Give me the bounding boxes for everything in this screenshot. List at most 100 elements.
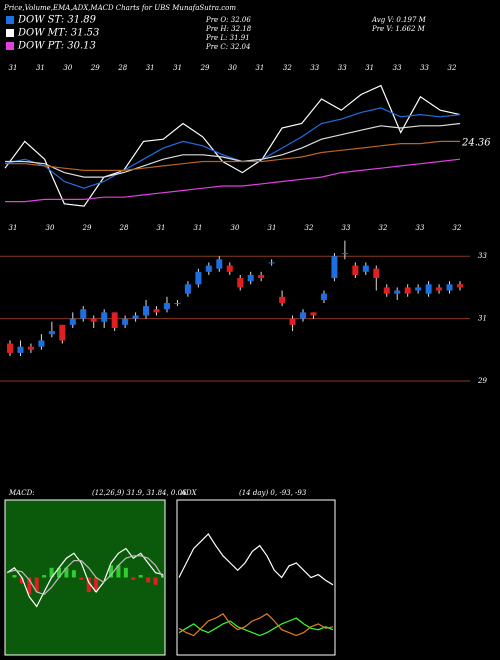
date-label: 32	[283, 64, 292, 72]
candle-body	[237, 278, 244, 288]
histogram-bar	[57, 567, 61, 578]
date-label: 31	[365, 64, 374, 72]
date-label: 33	[342, 224, 351, 232]
candle-body	[143, 306, 150, 316]
candle-body	[247, 274, 254, 282]
date-label: 33	[420, 64, 429, 72]
candle-body	[404, 287, 411, 294]
candle-body	[101, 312, 108, 322]
legend-swatch	[6, 29, 14, 37]
date-label: 32	[379, 224, 388, 232]
candle-body	[205, 265, 212, 272]
series-line	[4, 107, 461, 189]
candle-body	[320, 293, 327, 300]
candle-body	[111, 312, 118, 328]
stat: Pre V: 1.662 M	[371, 25, 426, 33]
candle-body	[352, 265, 359, 275]
series-line	[5, 140, 460, 171]
date-label: 32	[448, 64, 457, 72]
candle-body	[80, 309, 87, 319]
candle-body	[457, 284, 463, 288]
candle-body	[425, 284, 432, 294]
date-label: 31	[173, 64, 182, 72]
y-tick-label: 31	[478, 315, 487, 323]
histogram-bar	[131, 577, 136, 580]
histogram-bar	[49, 567, 54, 578]
y-tick-label: 29	[477, 377, 487, 385]
date-label: 31	[36, 64, 45, 72]
candle-body	[289, 318, 296, 325]
candle-body	[415, 287, 422, 291]
candle-body	[69, 318, 76, 325]
histogram-bar	[86, 577, 91, 592]
histogram-bar	[64, 567, 69, 578]
candle-body	[38, 340, 45, 347]
date-label: 33	[393, 64, 402, 72]
candle-body	[216, 259, 223, 269]
candle-body	[258, 274, 265, 279]
candle-body	[394, 290, 401, 294]
candle-body	[7, 343, 13, 353]
histogram-bar	[34, 577, 39, 592]
date-label: 29	[200, 64, 210, 72]
date-label: 30	[231, 224, 240, 232]
candle-body	[436, 287, 443, 291]
date-label: 33	[310, 64, 319, 72]
panel-subtitle: (14 day) 0, -93, -93	[239, 489, 307, 497]
stat: Pre O: 32.06	[205, 16, 251, 24]
candle-body	[373, 268, 380, 279]
candle-body	[122, 318, 129, 325]
histogram-bar	[123, 567, 128, 578]
date-label: 28	[117, 64, 127, 72]
macd-panel	[4, 499, 166, 656]
histogram-bar	[116, 565, 121, 578]
histogram-bar	[153, 577, 158, 585]
histogram-bar	[94, 577, 99, 592]
histogram-bar	[19, 577, 24, 584]
series-line	[178, 617, 334, 637]
histogram-bar	[138, 575, 143, 578]
series-line	[4, 84, 461, 207]
legend-label: DOW MT: 31.53	[17, 28, 99, 39]
series-line	[5, 158, 461, 203]
date-label: 31	[194, 224, 203, 232]
candle-body	[153, 309, 160, 313]
candle-body	[59, 324, 66, 341]
candle-body	[174, 303, 181, 305]
series-line	[178, 613, 334, 637]
date-label: 31	[157, 224, 166, 232]
stat: Avg V: 0.197 M	[371, 16, 427, 24]
candle-body	[17, 346, 24, 353]
page-title: Price,Volume,EMA,ADX,MACD Charts for UBS…	[3, 4, 236, 12]
candle-body	[331, 256, 338, 279]
candle-body	[310, 312, 317, 316]
legend-label: DOW ST: 31.89	[17, 15, 97, 26]
series-line	[6, 555, 164, 596]
date-label: 30	[63, 64, 72, 72]
candle-body	[362, 265, 369, 272]
candle-body	[184, 284, 191, 294]
stat: Pre C: 32.04	[205, 43, 250, 51]
histogram-bar	[42, 575, 47, 578]
legend-swatch	[6, 16, 14, 24]
panel-subtitle: (12,26,9) 31.9, 31.84, 0.06	[92, 489, 187, 497]
date-label: 32	[453, 224, 462, 232]
candle-body	[195, 271, 202, 285]
histogram-bar	[109, 565, 113, 578]
date-label: 29	[90, 64, 100, 72]
date-label: 29	[82, 224, 92, 232]
candle-body	[300, 312, 307, 319]
histogram-bar	[161, 574, 165, 578]
stat: Pre L: 31.91	[205, 34, 250, 42]
histogram-bar	[27, 577, 32, 595]
candle-body	[446, 284, 453, 291]
candle-body	[27, 346, 34, 350]
date-label: 30	[228, 64, 237, 72]
date-label: 32	[305, 224, 314, 232]
series-line	[5, 122, 461, 178]
date-label: 33	[416, 224, 425, 232]
date-label: 31	[268, 224, 277, 232]
stat: Pre H: 32.18	[205, 25, 252, 33]
panel-title: ADX	[180, 489, 198, 497]
